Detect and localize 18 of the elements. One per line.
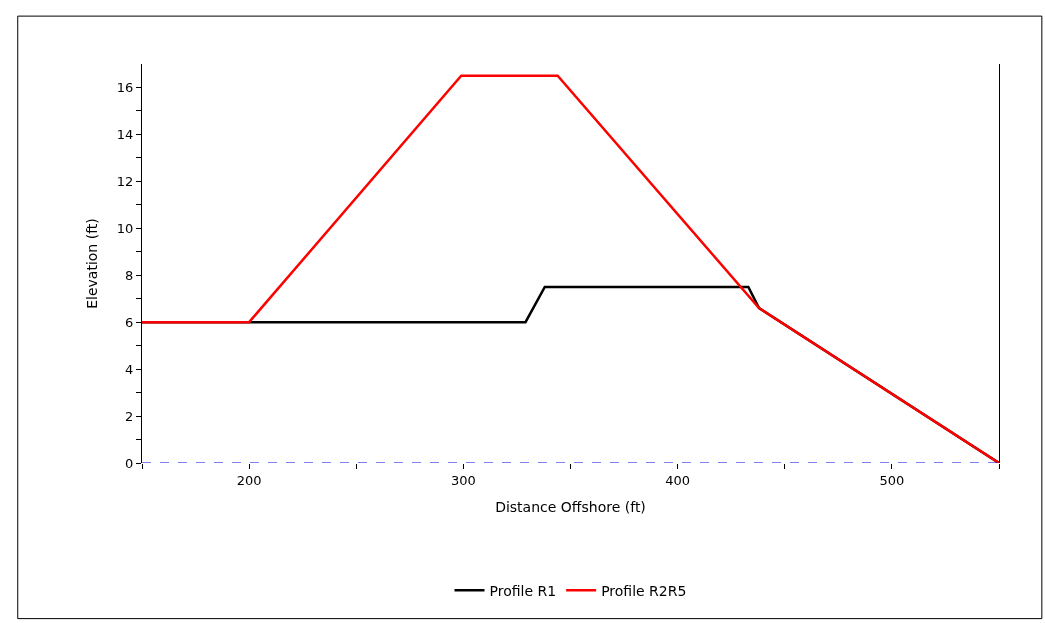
x-tick-label: 300 (450, 472, 476, 488)
legend-label: Profile R2R5 (601, 582, 687, 599)
x-axis-title: Distance Offshore (ft) (495, 498, 646, 515)
x-tick-label: 200 (236, 472, 262, 488)
y-axis-title: Elevation (ft) (84, 218, 101, 309)
y-tick-label: 2 (125, 408, 134, 424)
y-tick-label: 0 (125, 455, 134, 471)
y-tick-label: 4 (125, 361, 134, 377)
y-tick-label: 6 (125, 314, 134, 330)
legend-label: Profile R1 (489, 582, 557, 599)
x-tick-label: 400 (665, 472, 691, 488)
x-tick-label: 500 (879, 472, 905, 488)
y-tick-label: 10 (116, 220, 134, 236)
y-tick-label: 8 (125, 267, 134, 283)
y-tick-label: 14 (116, 126, 134, 142)
y-tick-label: 12 (116, 173, 134, 189)
y-tick-label: 16 (116, 80, 134, 96)
line-series (142, 74, 999, 463)
